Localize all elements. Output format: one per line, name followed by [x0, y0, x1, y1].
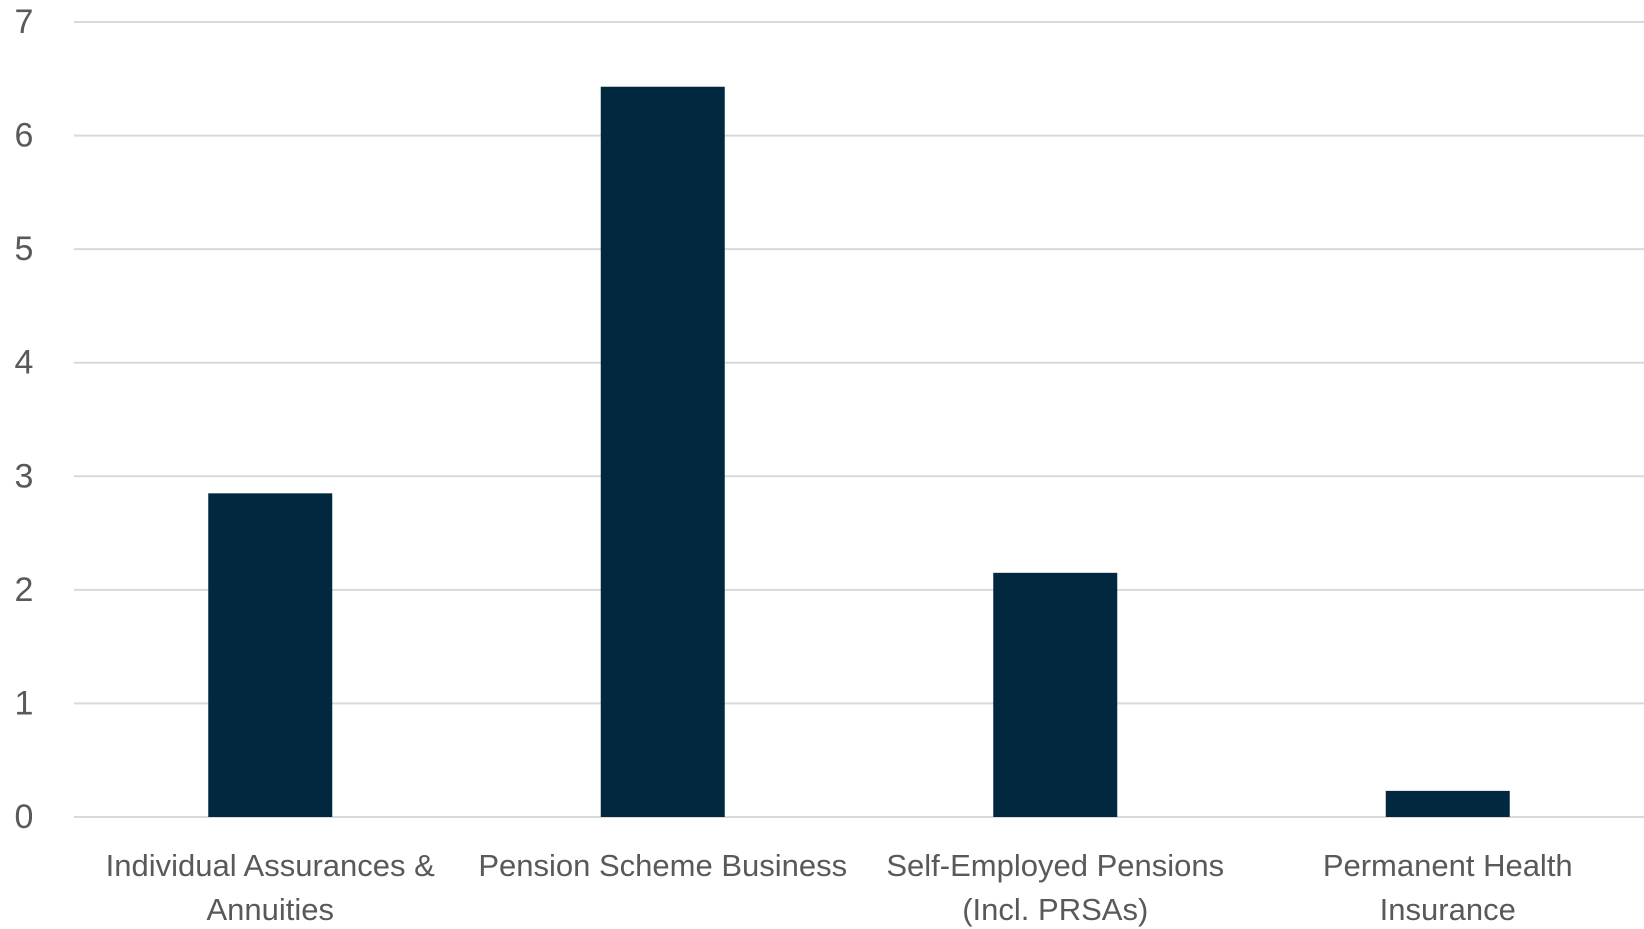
y-tick-label: 1 [15, 684, 34, 722]
x-tick-label: Permanent Health Insurance [1323, 848, 1573, 927]
y-tick-label: 6 [15, 117, 34, 155]
bars [208, 86, 1510, 817]
y-axis-ticks: 0 1 2 3 4 5 6 7 [15, 3, 34, 836]
x-tick-label: Pension Scheme Business [478, 848, 847, 883]
x-tick-label: Individual Assurances & Annuities [106, 848, 435, 927]
x-tick-label-line: Individual Assurances & [106, 848, 435, 883]
x-tick-label-line: (Incl. PRSAs) [962, 892, 1148, 927]
bar [1385, 790, 1510, 817]
x-tick-label-line: Permanent Health [1323, 848, 1573, 883]
gridlines [74, 21, 1644, 818]
y-tick-label: 3 [15, 457, 34, 495]
x-tick-label-line: Insurance [1380, 892, 1516, 927]
x-tick-label: Self-Employed Pensions (Incl. PRSAs) [886, 848, 1224, 927]
y-tick-label: 0 [15, 798, 34, 836]
x-tick-label-line: Self-Employed Pensions [886, 848, 1224, 883]
bar [208, 493, 333, 817]
y-tick-label: 4 [15, 344, 34, 382]
bar [993, 572, 1118, 817]
y-tick-label: 2 [15, 571, 34, 609]
x-tick-label-line: Pension Scheme Business [478, 848, 847, 883]
y-tick-label: 7 [15, 3, 34, 41]
y-tick-label: 5 [15, 230, 34, 268]
x-tick-label-line: Annuities [206, 892, 334, 927]
x-axis-ticks: Individual Assurances & Annuities Pension … [106, 848, 1573, 927]
bar [600, 86, 725, 817]
